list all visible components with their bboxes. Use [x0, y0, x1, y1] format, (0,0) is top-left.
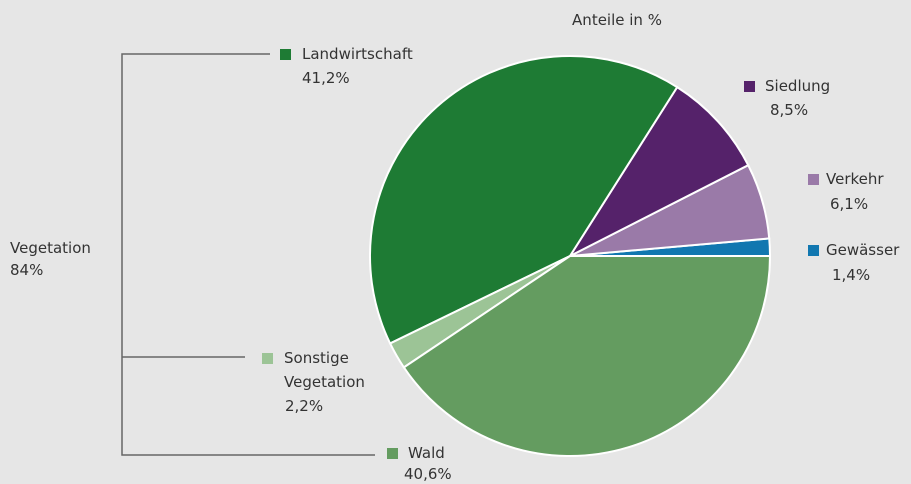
- annotation-bracket: [121, 53, 375, 456]
- legend-marker: [262, 353, 273, 364]
- value-label: 1,4%: [832, 266, 871, 284]
- value-label: 6,1%: [830, 195, 869, 213]
- legend-marker: [280, 49, 291, 60]
- chart-title: Anteile in %: [572, 11, 662, 29]
- legend-label: Gewässer: [826, 241, 900, 259]
- legend-label: Wald: [408, 444, 445, 462]
- annotation-label: Vegetation: [10, 239, 91, 257]
- pie-slice: [402, 255, 772, 457]
- annotation-value: 84%: [10, 261, 44, 279]
- legend-marker: [808, 174, 819, 185]
- value-label: 8,5%: [770, 101, 809, 119]
- value-label: 41,2%: [302, 69, 350, 87]
- legend-marker: [387, 448, 398, 459]
- legend-label: Siedlung: [765, 77, 831, 95]
- legend-marker: [808, 245, 819, 256]
- legend-label: Sonstige Vegetation: [284, 349, 365, 391]
- pie-slice: [567, 85, 750, 259]
- legend-marker: [744, 81, 755, 92]
- value-label: 40,6%: [404, 465, 452, 483]
- pie-slice: [369, 55, 679, 345]
- value-label: 2,2%: [285, 397, 324, 415]
- legend-label: Landwirtschaft: [302, 45, 413, 63]
- legend-label: Verkehr: [826, 170, 884, 188]
